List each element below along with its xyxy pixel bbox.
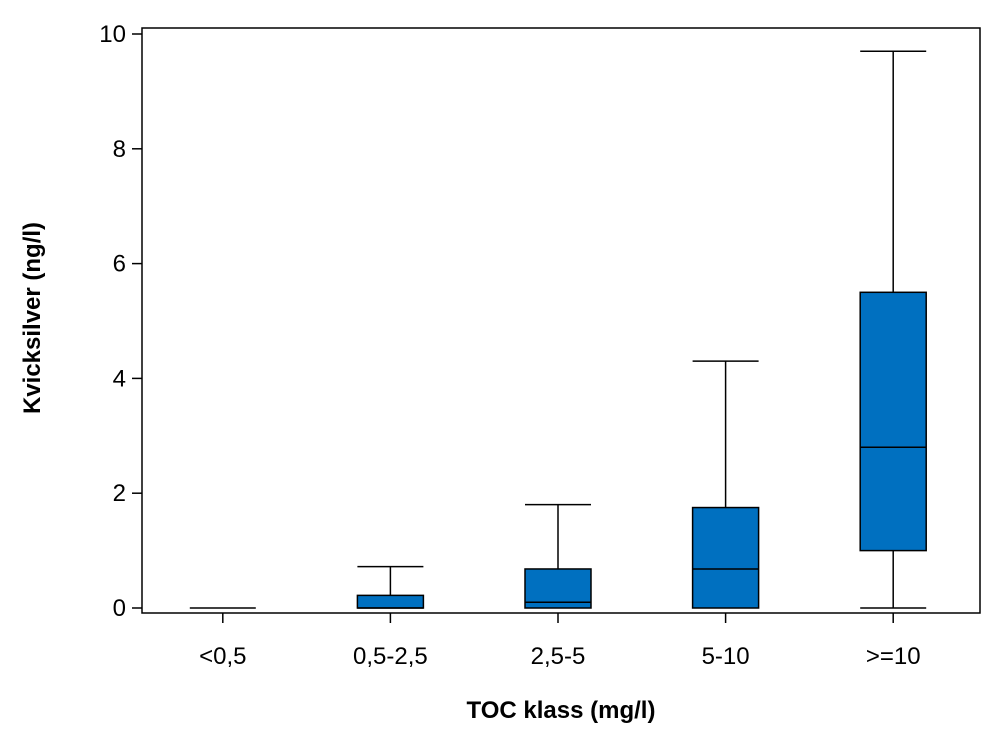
y-tick-label: 6 (113, 251, 126, 278)
x-axis: <0,5 0,5-2,5 2,5-5 5-10 >=10 (199, 613, 921, 670)
box-1 (356, 565, 425, 609)
box-3 (691, 360, 760, 609)
x-tick-label: 2,5-5 (531, 643, 586, 670)
y-tick-label: 10 (99, 21, 126, 48)
x-tick-label: 5-10 (702, 643, 750, 670)
y-axis-title: Kvicksilver (ng/l) (19, 222, 46, 414)
plot-area (141, 27, 981, 614)
y-tick-label: 8 (113, 136, 126, 163)
boxes (189, 50, 927, 609)
box-2 (524, 503, 592, 609)
y-tick-label: 0 (113, 595, 126, 622)
iqr-box (524, 568, 592, 609)
x-axis-title: TOC klass (mg/l) (467, 697, 656, 724)
x-tick-label: 0,5-2,5 (353, 643, 428, 670)
y-axis: 0 2 4 6 8 10 (99, 21, 142, 622)
x-tick-label: >=10 (866, 643, 921, 670)
iqr-box (356, 594, 425, 609)
y-tick-label: 2 (113, 480, 126, 507)
y-tick-label: 4 (113, 365, 126, 392)
iqr-box (691, 506, 760, 609)
x-tick-label: <0,5 (199, 643, 246, 670)
iqr-box (859, 291, 927, 552)
box-4 (859, 50, 927, 609)
